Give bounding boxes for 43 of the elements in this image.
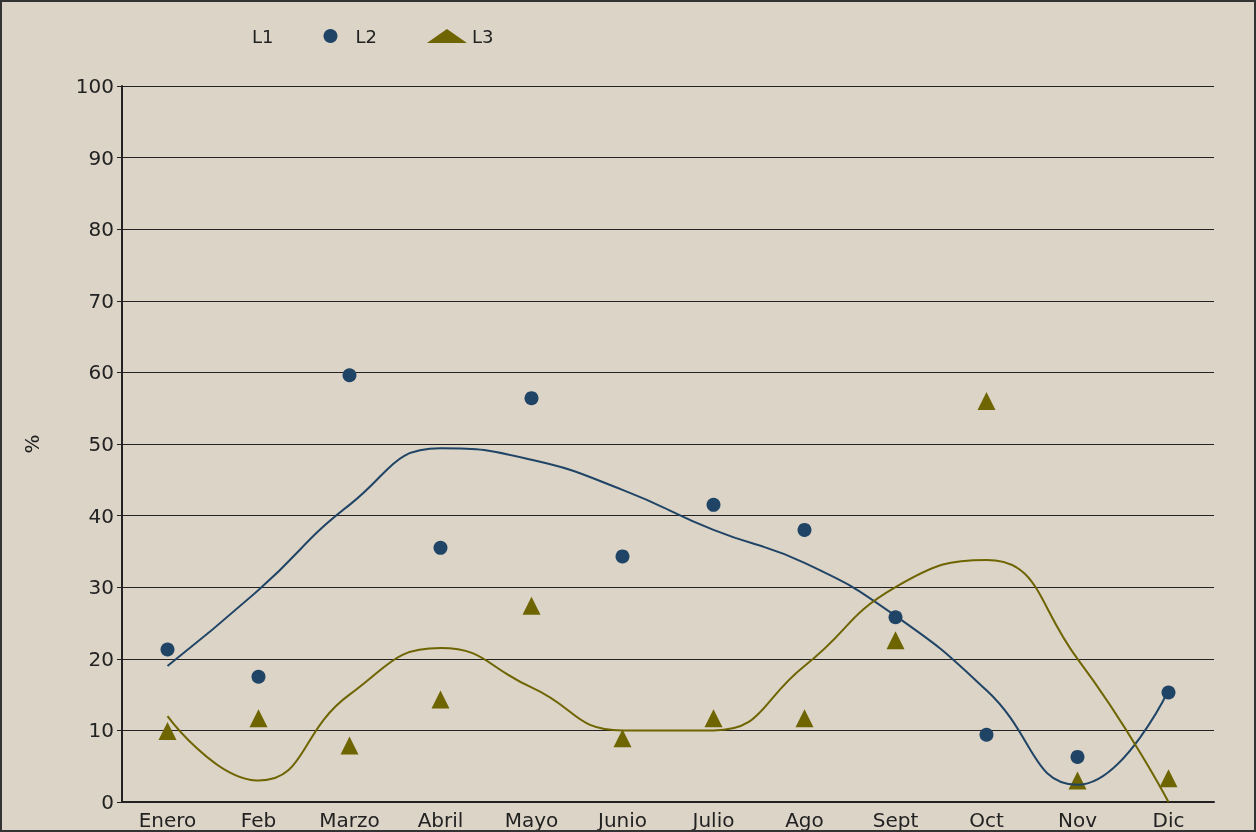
point — [158, 722, 177, 741]
point — [251, 669, 266, 684]
x-tick-label: Dic — [1152, 808, 1185, 832]
point — [977, 392, 996, 411]
legend-label: L3 — [471, 25, 494, 47]
point — [886, 631, 905, 650]
point — [979, 727, 994, 742]
point — [613, 729, 632, 748]
x-tick-label: Oct — [969, 808, 1004, 832]
y-tick-label: 80 — [88, 217, 114, 242]
x-tick-label: Enero — [138, 808, 197, 832]
point — [522, 596, 541, 615]
y-tick-label: 50 — [88, 432, 114, 456]
point — [342, 368, 357, 383]
y-tick-label: 70 — [88, 288, 114, 313]
point — [524, 391, 539, 406]
point — [706, 497, 721, 512]
point — [1070, 749, 1085, 764]
point — [431, 690, 450, 709]
y-tick-label: 40 — [88, 503, 114, 528]
y-tick-label: 90 — [88, 145, 114, 170]
x-tick-label: Feb — [240, 808, 277, 832]
legend-label: L2 — [355, 25, 377, 47]
point — [795, 709, 814, 728]
y-tick-label: 100 — [75, 74, 114, 98]
point — [797, 522, 812, 537]
point — [340, 736, 359, 755]
point — [160, 642, 175, 657]
y-axis-title: % — [20, 434, 44, 454]
y-tick-label: 20 — [88, 646, 114, 671]
y-tick-label: 0 — [101, 790, 114, 814]
x-tick-label: Nov — [1057, 808, 1098, 832]
x-tick-label: Abril — [417, 808, 464, 832]
point — [615, 549, 630, 564]
x-tick-label: Marzo — [319, 808, 380, 832]
point — [249, 709, 268, 728]
point — [704, 709, 723, 728]
y-tick-label: 10 — [88, 718, 114, 743]
text: L1 — [252, 25, 274, 47]
point — [433, 540, 448, 555]
point — [1159, 769, 1178, 788]
y-tick-label: 30 — [88, 575, 114, 600]
y-tick-label: 60 — [88, 360, 114, 385]
